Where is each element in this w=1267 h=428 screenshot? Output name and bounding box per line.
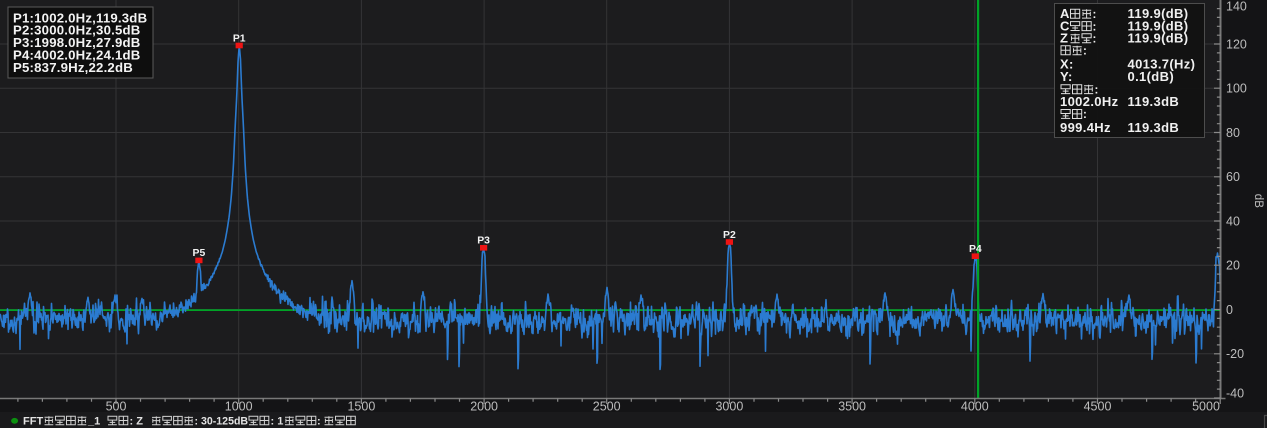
svg-text::: : <box>1083 46 1087 58</box>
svg-text:119.3dB: 119.3dB <box>1128 94 1180 109</box>
svg-text::: : <box>1093 9 1097 21</box>
svg-text:0.1(dB): 0.1(dB) <box>1128 69 1175 84</box>
svg-text:5000: 5000 <box>1192 400 1220 414</box>
svg-text:4000: 4000 <box>961 400 989 414</box>
svg-text:140: 140 <box>1226 0 1247 13</box>
svg-text:4013.7(Hz): 4013.7(Hz) <box>1128 56 1196 71</box>
svg-text:1000: 1000 <box>225 400 253 414</box>
svg-text:60: 60 <box>1226 170 1240 184</box>
svg-text:3500: 3500 <box>838 400 866 414</box>
svg-text:120: 120 <box>1226 37 1247 51</box>
svg-text:P2: P2 <box>723 230 736 241</box>
svg-text:119.9(dB): 119.9(dB) <box>1128 18 1189 33</box>
svg-text:4500: 4500 <box>1084 400 1112 414</box>
svg-text:FFT: FFT <box>23 416 43 428</box>
svg-text:P4: P4 <box>969 244 982 255</box>
svg-text:100: 100 <box>1226 82 1247 96</box>
svg-text:P5:837.9Hz,22.2dB: P5:837.9Hz,22.2dB <box>13 60 133 75</box>
svg-text:A: A <box>1060 6 1070 21</box>
svg-text:dB: dB <box>1252 194 1264 208</box>
svg-text::: : <box>1095 84 1099 96</box>
svg-text:: Z: : Z <box>130 416 144 428</box>
svg-text:P1: P1 <box>233 33 246 44</box>
svg-text:Z: Z <box>1060 31 1068 46</box>
svg-text:Y:: Y: <box>1060 69 1073 84</box>
svg-text:P2:3000.0Hz,30.5dB: P2:3000.0Hz,30.5dB <box>13 23 140 38</box>
svg-text:999.4Hz: 999.4Hz <box>1060 120 1111 135</box>
svg-text:119.3dB: 119.3dB <box>1128 120 1180 135</box>
svg-text::: : <box>1093 34 1097 46</box>
svg-text:P5: P5 <box>193 248 206 259</box>
svg-text:_1: _1 <box>87 416 100 428</box>
svg-text:1002.0Hz: 1002.0Hz <box>1060 94 1119 109</box>
svg-text:: 1: : 1 <box>271 416 284 428</box>
svg-text:119.9(dB): 119.9(dB) <box>1128 31 1189 46</box>
svg-text::: : <box>317 416 321 428</box>
svg-text:-20: -20 <box>1226 347 1244 361</box>
svg-text:119.9(dB): 119.9(dB) <box>1128 6 1189 21</box>
svg-text::: : <box>1093 21 1097 33</box>
svg-text:2500: 2500 <box>593 400 621 414</box>
svg-text:P4:4002.0Hz,24.1dB: P4:4002.0Hz,24.1dB <box>13 48 140 63</box>
svg-text:P3: P3 <box>477 236 490 247</box>
svg-text:C: C <box>1060 18 1070 33</box>
svg-text:40: 40 <box>1226 214 1240 228</box>
svg-text:500: 500 <box>106 400 127 414</box>
svg-text:20: 20 <box>1226 259 1240 273</box>
svg-text:1500: 1500 <box>347 400 375 414</box>
svg-text:X:: X: <box>1060 56 1074 71</box>
svg-text:80: 80 <box>1226 126 1240 140</box>
svg-text:3000: 3000 <box>715 400 743 414</box>
svg-text:0: 0 <box>1226 303 1233 317</box>
svg-text:P3:1998.0Hz,27.9dB: P3:1998.0Hz,27.9dB <box>13 35 140 50</box>
svg-text:-40: -40 <box>1226 387 1244 401</box>
svg-text::: : <box>1083 109 1087 121</box>
svg-text:2000: 2000 <box>470 400 498 414</box>
svg-text:: 30-125dB: : 30-125dB <box>195 416 249 428</box>
svg-text:P1:1002.0Hz,119.3dB: P1:1002.0Hz,119.3dB <box>13 10 147 25</box>
